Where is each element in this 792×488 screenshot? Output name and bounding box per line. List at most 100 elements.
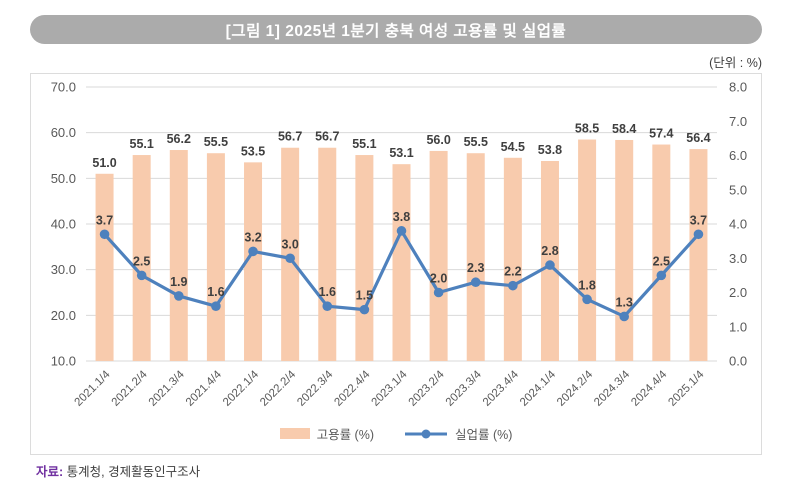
line-value-label: 1.9	[170, 275, 187, 289]
line-marker	[359, 304, 370, 315]
line-value-label: 2.0	[430, 272, 447, 286]
employment-bar	[578, 139, 597, 361]
line-marker	[582, 294, 592, 305]
source-label: 자료:	[36, 465, 64, 479]
employment-bar	[466, 153, 485, 361]
x-axis-label: 2023.2/4	[407, 368, 448, 409]
bar-value-label: 53.1	[389, 146, 413, 160]
line-marker	[248, 246, 258, 257]
bar-value-label: 56.2	[167, 132, 191, 146]
employment-bar	[95, 173, 114, 361]
y-axis-label-right: 4.0	[729, 217, 747, 232]
x-axis-label: 2022.4/4	[332, 368, 373, 409]
y-axis-label-left: 50.0	[51, 171, 76, 186]
bar-value-label: 58.5	[575, 122, 599, 136]
y-axis-label-left: 10.0	[51, 354, 76, 369]
line-value-label: 1.8	[578, 278, 595, 292]
x-axis-label: 2022.3/4	[295, 368, 336, 409]
bar-value-label: 55.5	[464, 135, 488, 149]
x-axis-label: 2021.2/4	[110, 368, 151, 409]
x-axis-label: 2021.4/4	[184, 368, 225, 409]
line-value-label: 2.5	[133, 254, 150, 268]
line-value-label: 2.3	[467, 261, 484, 275]
x-axis-label: 2022.1/4	[221, 368, 262, 409]
x-axis-label: 2025.1/4	[666, 368, 707, 409]
line-value-label: 2.2	[504, 265, 521, 279]
bar-value-label: 56.7	[278, 130, 302, 144]
bar-value-label: 55.1	[130, 137, 154, 151]
source-text: 통계청, 경제활동인구조사	[66, 465, 201, 479]
line-value-label: 3.0	[281, 237, 298, 251]
y-axis-label-right: 7.0	[729, 114, 747, 129]
bar-value-label: 56.4	[686, 131, 710, 145]
legend-item-employment: 고용률 (%)	[279, 424, 374, 443]
unit-label: (단위 : %)	[709, 56, 762, 70]
employment-bar	[355, 155, 374, 361]
y-axis-label-left: 70.0	[51, 80, 76, 95]
employment-bar	[429, 150, 448, 361]
employment-bar	[503, 157, 522, 361]
x-axis-label: 2023.3/4	[444, 368, 485, 409]
employment-bar-swatch	[279, 428, 310, 439]
line-marker	[396, 226, 407, 236]
line-value-label: 3.7	[96, 213, 113, 227]
employment-bar	[318, 147, 337, 361]
x-axis-label: 2023.1/4	[369, 368, 410, 409]
bar-value-label: 53.5	[241, 144, 265, 158]
employment-bar	[244, 162, 263, 361]
source-note: 자료: 통계청, 경제활동인구조사	[36, 461, 200, 480]
line-value-label: 1.6	[319, 285, 336, 299]
y-axis-label-left: 30.0	[51, 262, 76, 277]
line-value-label: 1.6	[207, 285, 224, 299]
legend-marker-dot	[421, 429, 431, 438]
employment-bar	[206, 153, 225, 361]
line-value-label: 3.8	[393, 210, 410, 224]
combo-chart: 70.0 60.0 50.0 40.0 30.0 20.0 10.0 8.0 7.0 6.0 5.0…	[51, 80, 747, 409]
bar-value-label: 53.8	[538, 143, 562, 157]
line-marker	[211, 301, 221, 311]
figure-title-bar: [그림 1] 2025년 1분기 충북 여성 고용률 및 실업률	[30, 15, 762, 44]
line-value-label: 1.3	[616, 295, 633, 309]
y-axis-label-left: 20.0	[51, 308, 76, 323]
line-value-label: 3.7	[690, 213, 707, 227]
line-marker	[656, 270, 667, 281]
y-axis-label-right: 5.0	[729, 182, 747, 197]
chart-frame: 70.0 60.0 50.0 40.0 30.0 20.0 10.0 8.0 7.0 6.0 5.0…	[30, 73, 762, 455]
bar-value-label: 55.1	[352, 137, 376, 151]
y-axis-label-left: 40.0	[51, 217, 76, 232]
y-axis-label-right: 0.0	[729, 354, 747, 369]
employment-bar	[392, 164, 411, 361]
y-axis-label-right: 1.0	[729, 319, 747, 334]
line-marker	[470, 277, 481, 288]
x-axis-label: 2023.4/4	[481, 368, 522, 409]
x-axis-label: 2024.3/4	[592, 368, 633, 409]
y-axis-label-right: 2.0	[729, 285, 747, 300]
y-axis-label-left: 60.0	[51, 125, 76, 140]
x-axis-label: 2024.1/4	[518, 368, 559, 409]
line-value-label: 3.2	[244, 230, 261, 244]
legend-item-unemployment: 실업률 (%)	[404, 424, 512, 443]
y-axis-label-right: 8.0	[729, 80, 747, 95]
line-value-label: 2.8	[541, 244, 558, 258]
y-axis-label-right: 6.0	[729, 148, 747, 163]
employment-bar	[652, 144, 671, 361]
line-marker	[99, 229, 110, 240]
employment-bar	[132, 155, 151, 361]
bar-value-label: 57.4	[649, 127, 673, 141]
x-axis-label: 2024.4/4	[629, 368, 670, 409]
x-axis-label: 2021.3/4	[147, 368, 188, 409]
bar-value-label: 56.7	[315, 130, 339, 144]
line-marker	[545, 260, 555, 270]
line-marker	[433, 287, 444, 298]
bar-value-label: 51.0	[92, 156, 116, 170]
bar-value-label: 54.5	[501, 140, 525, 154]
line-marker	[322, 301, 333, 311]
employment-bar	[169, 150, 188, 361]
line-value-label: 1.5	[356, 289, 373, 303]
legend-label-unemployment: 실업률 (%)	[455, 428, 513, 442]
line-marker	[285, 253, 295, 264]
x-axis-label: 2024.2/4	[555, 368, 596, 409]
y-axis-label-right: 3.0	[729, 251, 747, 266]
x-axis-label: 2021.1/4	[73, 368, 114, 409]
